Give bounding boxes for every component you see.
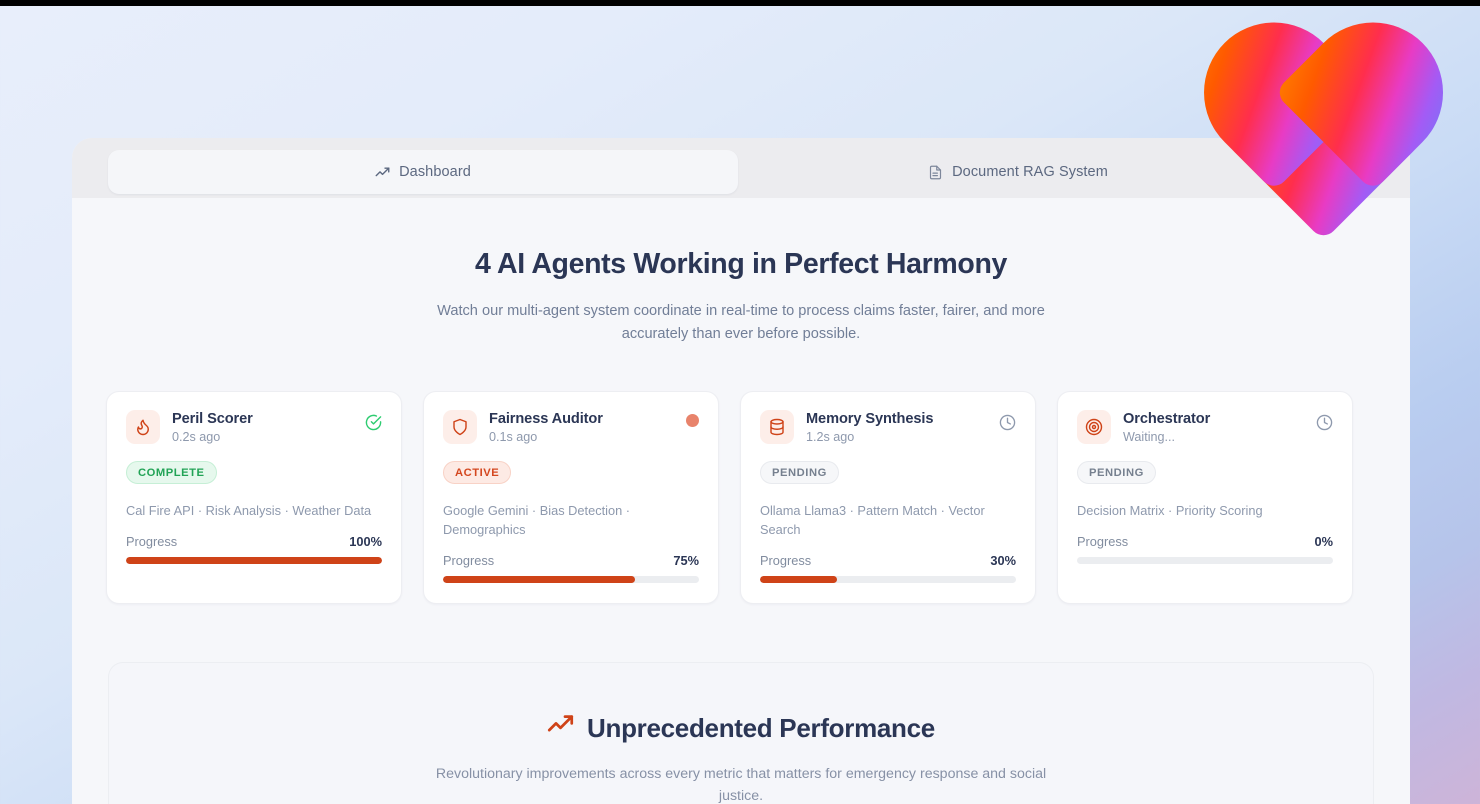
progress-row: Progress 100%	[126, 534, 382, 549]
progress-fill	[760, 576, 837, 583]
status-badge: PENDING	[760, 461, 839, 484]
check-circle-icon	[365, 410, 382, 436]
status-badge: COMPLETE	[126, 461, 217, 484]
progress-label: Progress	[760, 553, 812, 568]
progress-track	[126, 557, 382, 564]
progress-row: Progress 75%	[443, 553, 699, 568]
progress-value: 0%	[1314, 534, 1334, 549]
target-icon	[1077, 410, 1111, 444]
agent-timestamp: 1.2s ago	[806, 430, 855, 444]
agent-card[interactable]: Peril Scorer 0.2s ago COMPLETE Cal Fire …	[106, 391, 402, 604]
flame-icon	[126, 410, 160, 444]
agent-timestamp: Waiting...	[1123, 430, 1176, 444]
agent-card-header: Orchestrator Waiting...	[1077, 410, 1333, 444]
progress-track	[1077, 557, 1333, 564]
agent-name: Fairness Auditor	[489, 411, 603, 427]
page-subtitle: Watch our multi-agent system coordinate …	[437, 303, 1045, 342]
database-icon	[760, 410, 794, 444]
agent-card-header: Peril Scorer 0.2s ago	[126, 410, 382, 444]
agent-name: Orchestrator	[1123, 411, 1211, 427]
progress-track	[760, 576, 1016, 583]
agent-timestamp: 0.1s ago	[489, 430, 538, 444]
tab-bar: Dashboard Document RAG System	[72, 138, 1410, 198]
status-badge: PENDING	[1077, 461, 1156, 484]
agent-timestamp: 0.2s ago	[172, 430, 221, 444]
progress-track	[443, 576, 699, 583]
performance-subtitle: Revolutionary improvements across every …	[435, 766, 1047, 804]
performance-title-row: Unprecedented Performance	[109, 711, 1373, 745]
agent-card[interactable]: Fairness Auditor 0.1s ago ACTIVE Google …	[423, 391, 719, 604]
progress-value: 100%	[349, 534, 382, 549]
agent-tools: Google Gemini · Bias Detection · Demogra…	[443, 503, 631, 537]
document-icon	[928, 165, 943, 180]
page-title: 4 AI Agents Working in Perfect Harmony	[475, 248, 1007, 280]
tab-document-rag-system[interactable]: Document RAG System	[738, 150, 1298, 194]
status-badge: ACTIVE	[443, 461, 512, 484]
progress-row: Progress 0%	[1077, 534, 1333, 549]
agent-card[interactable]: Memory Synthesis 1.2s ago PENDING Ollama…	[740, 391, 1036, 604]
clock-icon	[1316, 410, 1333, 436]
agent-tools: Decision Matrix · Priority Scoring	[1077, 503, 1263, 518]
window-top-bar	[0, 0, 1480, 6]
tab-dashboard-label: Dashboard	[399, 164, 471, 180]
progress-fill	[443, 576, 635, 583]
agent-card[interactable]: Orchestrator Waiting... PENDING Decision…	[1057, 391, 1353, 604]
agent-tools: Ollama Llama3 · Pattern Match · Vector S…	[760, 503, 985, 537]
progress-value: 75%	[673, 553, 699, 568]
progress-label: Progress	[443, 553, 495, 568]
performance-section: Unprecedented Performance Revolutionary …	[108, 662, 1374, 804]
progress-row: Progress 30%	[760, 553, 1016, 568]
tab-document-rag-label: Document RAG System	[952, 164, 1108, 180]
clock-icon	[999, 410, 1016, 436]
performance-title: Unprecedented Performance	[587, 712, 935, 743]
agent-name: Peril Scorer	[172, 411, 253, 427]
agent-card-list: Peril Scorer 0.2s ago COMPLETE Cal Fire …	[106, 391, 1376, 604]
active-dot-icon	[686, 410, 699, 427]
agent-card-header: Fairness Auditor 0.1s ago	[443, 410, 699, 444]
agent-card-header: Memory Synthesis 1.2s ago	[760, 410, 1016, 444]
tab-dashboard[interactable]: Dashboard	[108, 150, 738, 194]
hero-section: 4 AI Agents Working in Perfect Harmony W…	[72, 198, 1410, 345]
progress-value: 30%	[990, 553, 1016, 568]
app-panel: Dashboard Document RAG System 4 AI Agent…	[72, 138, 1410, 804]
trending-up-icon	[547, 711, 574, 745]
agent-name: Memory Synthesis	[806, 411, 934, 427]
trending-up-icon	[375, 165, 390, 180]
progress-label: Progress	[126, 534, 178, 549]
progress-label: Progress	[1077, 534, 1129, 549]
agent-tools: Cal Fire API · Risk Analysis · Weather D…	[126, 503, 372, 518]
progress-fill	[126, 557, 382, 564]
shield-icon	[443, 410, 477, 444]
